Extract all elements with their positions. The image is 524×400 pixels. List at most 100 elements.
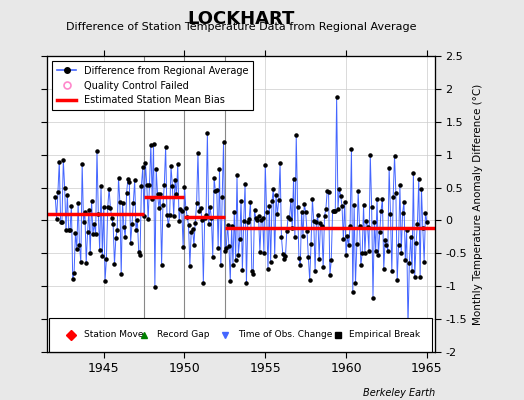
Point: [241, 180, 249, 187]
Point: [364, 224, 372, 230]
Point: [118, 200, 127, 206]
Point: [260, 250, 268, 256]
Point: [226, 278, 234, 284]
Point: [331, 208, 340, 214]
Point: [95, 247, 104, 253]
Point: [233, 172, 241, 178]
Point: [154, 191, 162, 198]
Point: [245, 216, 253, 223]
Point: [91, 231, 100, 238]
Point: [413, 221, 422, 227]
Point: [183, 214, 191, 220]
Point: [166, 211, 174, 218]
Point: [244, 219, 252, 225]
Point: [188, 226, 196, 232]
Point: [373, 196, 381, 202]
Point: [310, 218, 318, 224]
Point: [366, 152, 375, 158]
Point: [284, 214, 292, 220]
Point: [113, 226, 122, 233]
Point: [279, 251, 287, 257]
Point: [209, 254, 217, 260]
Point: [135, 248, 143, 255]
Point: [299, 233, 307, 239]
Point: [126, 239, 135, 246]
Point: [385, 165, 394, 171]
Point: [90, 221, 99, 227]
Point: [110, 261, 118, 268]
Point: [285, 216, 293, 222]
Point: [79, 218, 88, 225]
Point: [232, 256, 240, 263]
Point: [414, 176, 423, 182]
Point: [361, 250, 369, 256]
Point: [281, 253, 290, 260]
Point: [282, 228, 291, 234]
Point: [296, 262, 304, 268]
Point: [367, 204, 376, 210]
Point: [291, 234, 299, 240]
Point: [57, 219, 65, 225]
Point: [374, 252, 383, 259]
Point: [350, 202, 358, 208]
Point: [277, 234, 286, 240]
Point: [370, 219, 378, 225]
Point: [85, 207, 93, 213]
Point: [176, 206, 184, 212]
Point: [148, 196, 156, 202]
Point: [59, 157, 68, 163]
Point: [138, 164, 147, 171]
Point: [89, 231, 97, 238]
Point: [206, 204, 214, 210]
Point: [410, 274, 419, 280]
Point: [275, 197, 283, 204]
Point: [379, 266, 388, 272]
Point: [170, 212, 178, 219]
Point: [136, 252, 144, 258]
Point: [238, 267, 247, 274]
Point: [298, 209, 306, 215]
Point: [289, 176, 298, 182]
Point: [185, 262, 194, 269]
Point: [242, 280, 250, 286]
Point: [179, 244, 188, 251]
Point: [70, 270, 78, 276]
Point: [313, 212, 322, 218]
Point: [351, 280, 359, 287]
Point: [229, 262, 237, 268]
Point: [397, 249, 406, 256]
Point: [58, 219, 66, 225]
Point: [104, 204, 112, 210]
Point: [246, 198, 255, 205]
Point: [75, 242, 84, 248]
Point: [369, 294, 377, 301]
Point: [152, 166, 160, 172]
Point: [398, 210, 407, 216]
Point: [420, 259, 428, 265]
Point: [207, 215, 215, 222]
Point: [396, 182, 404, 188]
Point: [156, 191, 165, 198]
Point: [405, 260, 413, 266]
Point: [419, 225, 427, 231]
Point: [332, 93, 341, 100]
Point: [270, 253, 279, 260]
Point: [327, 257, 335, 264]
Point: [173, 161, 182, 168]
Point: [376, 229, 384, 236]
Point: [292, 132, 300, 138]
Point: [82, 259, 91, 266]
Point: [320, 213, 329, 219]
Point: [160, 182, 169, 188]
Point: [51, 194, 59, 200]
Text: Difference of Station Temperature Data from Regional Average: Difference of Station Temperature Data f…: [66, 22, 416, 32]
Point: [54, 188, 62, 195]
Point: [203, 130, 212, 136]
Point: [258, 215, 267, 222]
Point: [294, 254, 303, 261]
Point: [137, 183, 146, 189]
Point: [155, 204, 163, 211]
Point: [239, 217, 248, 224]
Point: [402, 227, 411, 234]
Point: [201, 215, 209, 221]
